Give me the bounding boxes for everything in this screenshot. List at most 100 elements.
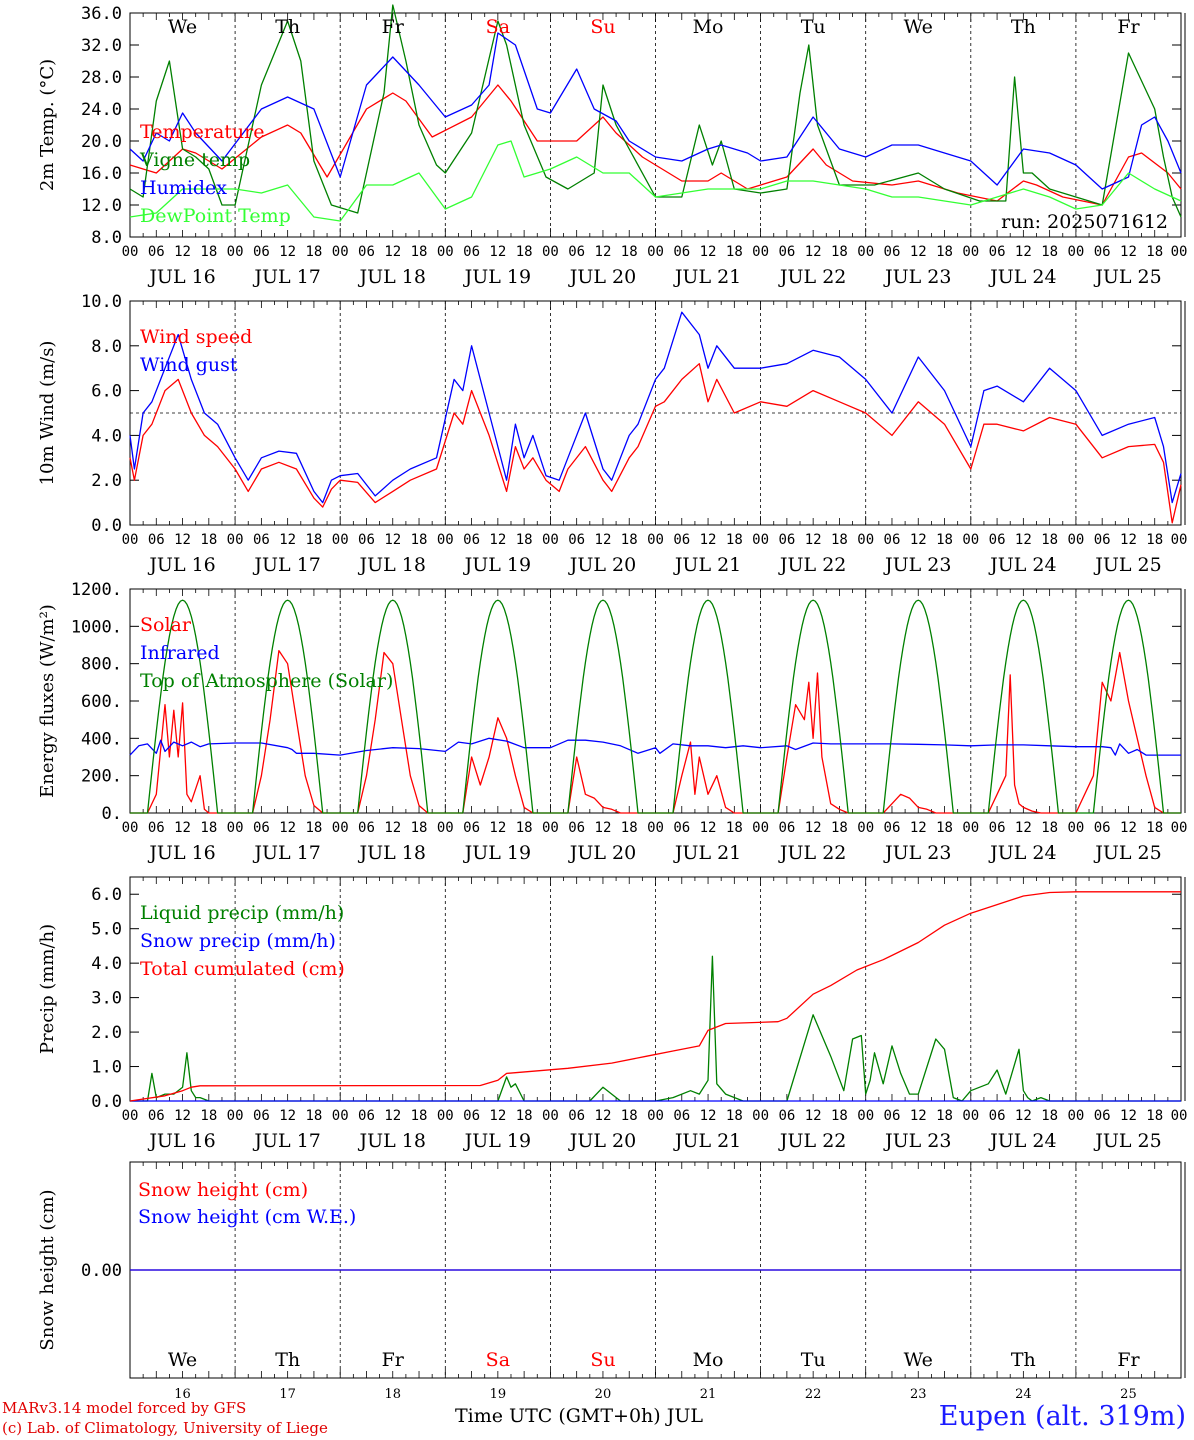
hour-label: 12	[595, 532, 612, 548]
hour-label: 18	[516, 1108, 533, 1124]
hour-label: 06	[358, 244, 375, 260]
date-label: JUL 16	[147, 266, 215, 288]
hour-label: 00	[1067, 244, 1084, 260]
y-tick-label: 36.0	[81, 4, 122, 24]
hour-label: 00	[227, 244, 244, 260]
hour-label: 18	[621, 244, 638, 260]
date-label: JUL 25	[1093, 1130, 1161, 1152]
y-tick-label: 28.0	[81, 68, 122, 88]
hour-label: 00	[227, 532, 244, 548]
hour-label: 18	[411, 532, 428, 548]
date-label: JUL 21	[673, 266, 741, 288]
station-name: Eupen (alt. 319m)	[938, 1401, 1186, 1432]
y-tick-label: 8.0	[91, 228, 122, 248]
date-label: JUL 24	[988, 266, 1056, 288]
y-tick-label: 16.0	[81, 164, 122, 184]
hour-label: 00	[857, 820, 874, 836]
y-tick-label: 800.	[81, 655, 122, 675]
hour-label: 06	[253, 532, 270, 548]
hour-label: 12	[910, 244, 927, 260]
hour-label: 12	[595, 1108, 612, 1124]
date-label: JUL 16	[147, 554, 215, 576]
weekday-label: Sa	[486, 1349, 510, 1371]
hour-label: 06	[778, 820, 795, 836]
hour-label: 18	[305, 244, 322, 260]
hour-label: 12	[805, 820, 822, 836]
hour-label: 06	[148, 532, 165, 548]
hour-label: 00	[647, 244, 664, 260]
hour-label: 06	[989, 820, 1006, 836]
hour-label: 00	[437, 244, 454, 260]
hour-label: 06	[778, 1108, 795, 1124]
legend-entry: Liquid precip (mm/h)	[140, 902, 344, 924]
series-line-liquid-precip-mm-h-	[130, 955, 1181, 1102]
hour-label: 06	[253, 1108, 270, 1124]
hour-label: 00	[857, 532, 874, 548]
hour-label: 12	[700, 532, 717, 548]
hour-label: 06	[673, 244, 690, 260]
y-tick-label: 2.0	[91, 1023, 122, 1043]
date-label: JUL 25	[1093, 842, 1161, 864]
date-label: JUL 23	[883, 554, 951, 576]
hour-label: 00	[542, 532, 559, 548]
hour-label: 06	[1094, 244, 1111, 260]
y-tick-label: 4.0	[91, 954, 122, 974]
hour-label: 00	[1171, 532, 1188, 548]
weekday-label: We	[904, 1349, 933, 1371]
weekday-label: Tu	[801, 1349, 826, 1371]
hour-label: 12	[1120, 244, 1137, 260]
date-label: JUL 17	[252, 266, 320, 288]
hour-label: 12	[595, 244, 612, 260]
y-tick-label: 0.00	[81, 1261, 122, 1281]
hour-label: 06	[884, 532, 901, 548]
series-line-top-of-atmosphere-solar-	[130, 599, 1181, 814]
hour-label: 00	[332, 820, 349, 836]
day-number-label: 19	[490, 1387, 507, 1402]
day-number-label: 20	[595, 1387, 612, 1402]
hour-label: 18	[1146, 244, 1163, 260]
legend-entry: Wind gust	[140, 354, 238, 376]
run-label: run: 2025071612	[1001, 211, 1168, 233]
y-tick-label: 32.0	[81, 36, 122, 56]
hour-label: 12	[489, 1108, 506, 1124]
hour-label: 00	[332, 1108, 349, 1124]
y-tick-label: 1200.	[71, 580, 122, 600]
hour-label: 18	[1146, 532, 1163, 548]
hour-label: 18	[200, 244, 217, 260]
hour-label: 18	[621, 820, 638, 836]
date-label: JUL 22	[778, 554, 846, 576]
date-label: JUL 23	[883, 266, 951, 288]
hour-label: 12	[384, 820, 401, 836]
hour-label: 12	[1120, 532, 1137, 548]
y-tick-label: 0.	[102, 804, 122, 824]
date-label: JUL 18	[358, 266, 426, 288]
date-label: JUL 19	[463, 554, 531, 576]
hour-label: 06	[568, 820, 585, 836]
hour-label: 06	[884, 1108, 901, 1124]
hour-label: 18	[831, 244, 848, 260]
date-label: JUL 23	[883, 1130, 951, 1152]
weekday-label: Th	[275, 16, 300, 38]
hour-label: 18	[516, 820, 533, 836]
plot-frame	[129, 588, 1182, 814]
weekday-label: Fr	[382, 16, 405, 38]
hour-label: 18	[726, 244, 743, 260]
legend-entry: Wind speed	[140, 326, 252, 348]
y-tick-label: 5.0	[91, 920, 122, 940]
hour-label: 12	[1120, 1108, 1137, 1124]
y-tick-label: 0.0	[91, 516, 122, 536]
hour-label: 00	[1067, 1108, 1084, 1124]
hour-label: 18	[411, 1108, 428, 1124]
hour-label: 18	[516, 244, 533, 260]
hour-label: 18	[726, 532, 743, 548]
hour-label: 06	[1094, 532, 1111, 548]
legend-entry: Humidex	[140, 177, 227, 199]
hour-label: 00	[752, 532, 769, 548]
y-tick-label: 12.0	[81, 196, 122, 216]
y-tick-label: 0.0	[91, 1092, 122, 1112]
x-axis-title: Time UTC (GMT+0h) JUL	[455, 1405, 703, 1427]
date-label: JUL 22	[778, 842, 846, 864]
hour-label: 12	[700, 1108, 717, 1124]
legend-entry: Top of Atmosphere (Solar)	[140, 670, 393, 692]
